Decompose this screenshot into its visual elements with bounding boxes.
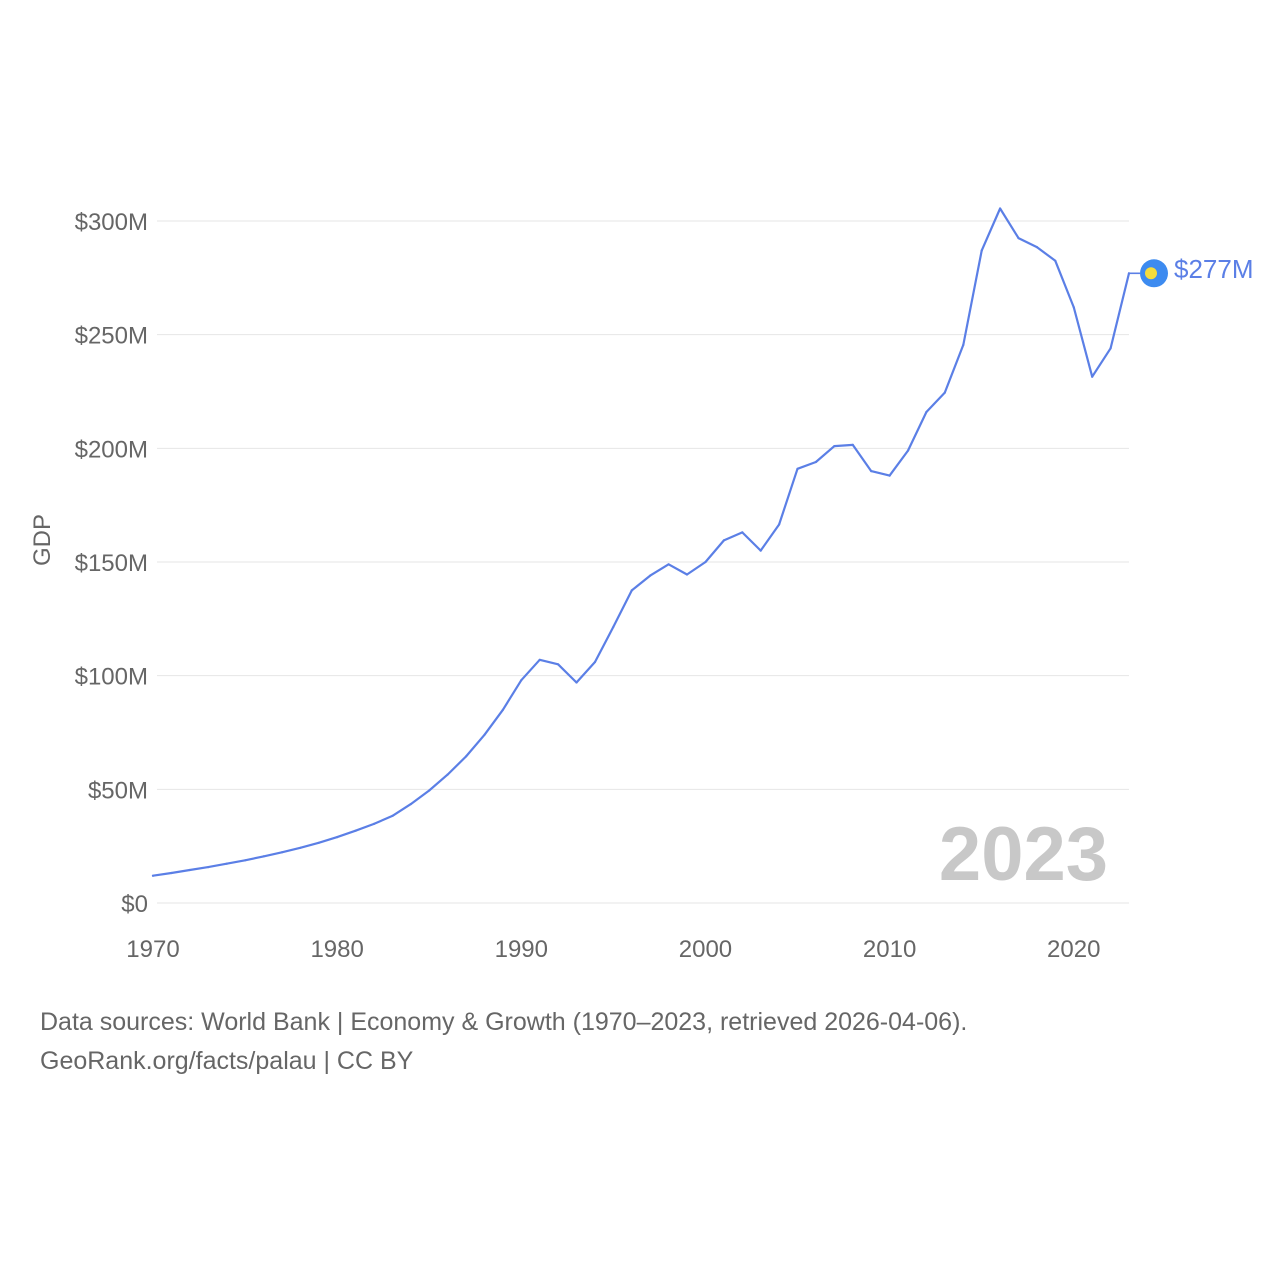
data-point-2003 bbox=[759, 549, 762, 552]
data-point-1985 bbox=[428, 789, 431, 792]
data-point-1986 bbox=[446, 773, 449, 776]
y-tick-label: $250M bbox=[75, 323, 148, 350]
x-tick-label: 1990 bbox=[495, 936, 548, 963]
data-point-2012 bbox=[925, 410, 928, 414]
data-point-1979 bbox=[317, 841, 320, 844]
data-point-1995 bbox=[612, 625, 615, 628]
y-axis-label: GDP bbox=[29, 514, 56, 566]
x-axis-ticks: 1970 1980 1990 2000 2010 2020 bbox=[126, 936, 1100, 963]
y-tick-label: $200M bbox=[75, 436, 148, 463]
data-point-2009 bbox=[870, 470, 873, 473]
data-point-2019 bbox=[1054, 259, 1057, 262]
data-point-1972 bbox=[188, 868, 191, 872]
data-points bbox=[151, 207, 1131, 877]
data-point-1983 bbox=[391, 814, 394, 818]
x-tick-label: 1980 bbox=[310, 936, 363, 963]
y-tick-label: $0 bbox=[121, 891, 148, 918]
footer: Data sources: World Bank | Economy & Gro… bbox=[40, 1003, 1240, 1081]
data-point-2001 bbox=[722, 539, 726, 542]
data-point-1981 bbox=[354, 829, 357, 832]
data-point-1970 bbox=[151, 874, 155, 877]
data-point-1990 bbox=[520, 679, 523, 682]
data-point-1991 bbox=[538, 658, 541, 661]
data-point-2017 bbox=[1017, 237, 1020, 240]
data-point-2002 bbox=[741, 531, 744, 534]
data-point-1994 bbox=[593, 660, 597, 664]
data-point-2006 bbox=[814, 460, 818, 464]
data-point-2018 bbox=[1035, 246, 1038, 249]
data-point-1997 bbox=[649, 574, 652, 577]
data-point-1982 bbox=[372, 822, 376, 826]
data-point-2014 bbox=[962, 343, 965, 346]
year-watermark: 2023 bbox=[939, 812, 1108, 897]
y-tick-label: $50M bbox=[88, 777, 148, 804]
end-value-label: $277M bbox=[1174, 254, 1254, 284]
data-point-2011 bbox=[906, 449, 910, 452]
y-tick-label: $100M bbox=[75, 664, 148, 691]
data-point-1977 bbox=[280, 851, 283, 854]
data-point-2004 bbox=[778, 523, 781, 526]
y-axis-ticks: $0 $50M $100M $150M $200M $250M $300M bbox=[75, 209, 148, 918]
palau-flag-marker[interactable] bbox=[1140, 259, 1168, 288]
data-point-2016 bbox=[999, 207, 1002, 210]
data-point-1978 bbox=[299, 846, 302, 849]
data-point-1988 bbox=[483, 733, 486, 736]
data-point-2020 bbox=[1072, 306, 1075, 309]
x-tick-label: 2020 bbox=[1047, 936, 1100, 963]
data-point-1989 bbox=[501, 708, 504, 711]
data-point-1971 bbox=[170, 871, 173, 875]
data-point-2005 bbox=[796, 467, 799, 470]
data-point-1984 bbox=[409, 803, 412, 806]
data-point-1973 bbox=[207, 866, 210, 869]
data-point-1996 bbox=[630, 589, 633, 592]
grid-lines bbox=[157, 220, 1129, 904]
series-line-gdp bbox=[151, 207, 1131, 877]
data-point-1998 bbox=[667, 563, 670, 566]
credit-link[interactable]: GeoRank.org/facts/palau | CC BY bbox=[40, 1047, 414, 1075]
y-tick-label: $300M bbox=[75, 209, 148, 236]
x-tick-label: 2010 bbox=[863, 936, 916, 963]
data-point-1976 bbox=[262, 855, 265, 858]
data-point-2022 bbox=[1109, 347, 1112, 350]
data-point-2007 bbox=[833, 445, 836, 448]
data-point-2015 bbox=[980, 249, 983, 252]
data-point-2010 bbox=[888, 474, 891, 477]
data-point-1975 bbox=[244, 859, 247, 862]
data-point-2013 bbox=[943, 391, 946, 394]
flag-marker-sun bbox=[1145, 267, 1157, 280]
data-sources-note: Data sources: World Bank | Economy & Gro… bbox=[40, 1008, 968, 1036]
data-point-1993 bbox=[575, 681, 578, 684]
data-point-2000 bbox=[704, 560, 707, 564]
x-tick-label: 1970 bbox=[126, 936, 179, 963]
data-point-1980 bbox=[336, 836, 339, 839]
data-point-1987 bbox=[465, 755, 468, 758]
data-point-2008 bbox=[851, 443, 854, 446]
data-point-1992 bbox=[557, 663, 560, 666]
data-point-1999 bbox=[685, 573, 689, 576]
data-point-2021 bbox=[1091, 375, 1094, 378]
y-tick-label: $150M bbox=[75, 550, 148, 577]
data-point-1974 bbox=[225, 862, 228, 865]
x-tick-label: 2000 bbox=[679, 936, 732, 963]
